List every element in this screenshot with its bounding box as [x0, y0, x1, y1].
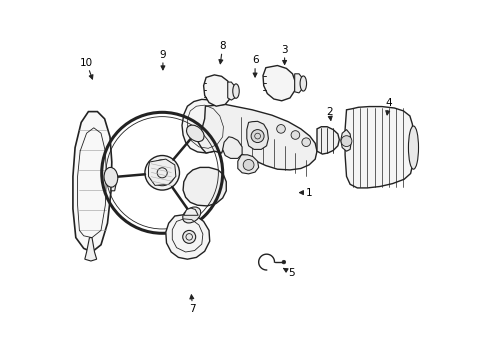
- Circle shape: [291, 131, 300, 139]
- Polygon shape: [198, 104, 317, 170]
- Circle shape: [282, 260, 286, 264]
- Circle shape: [277, 125, 285, 133]
- Circle shape: [341, 136, 352, 147]
- Circle shape: [145, 156, 179, 190]
- Polygon shape: [85, 238, 97, 261]
- Text: 3: 3: [281, 45, 288, 55]
- Ellipse shape: [183, 207, 201, 223]
- Polygon shape: [166, 214, 210, 259]
- Text: 8: 8: [220, 41, 226, 51]
- Circle shape: [243, 159, 254, 170]
- Polygon shape: [182, 99, 231, 153]
- Text: 4: 4: [386, 98, 392, 108]
- Polygon shape: [73, 112, 112, 252]
- Text: 10: 10: [80, 58, 93, 68]
- Ellipse shape: [233, 84, 239, 98]
- Ellipse shape: [409, 126, 418, 169]
- Text: 9: 9: [160, 50, 166, 60]
- Text: 6: 6: [252, 55, 258, 66]
- Polygon shape: [345, 107, 414, 188]
- Polygon shape: [222, 137, 242, 158]
- Ellipse shape: [104, 167, 118, 187]
- Ellipse shape: [187, 125, 204, 141]
- Polygon shape: [317, 127, 339, 154]
- Polygon shape: [238, 155, 259, 174]
- Polygon shape: [228, 82, 236, 100]
- Polygon shape: [204, 75, 231, 106]
- Polygon shape: [341, 130, 351, 151]
- Polygon shape: [111, 176, 116, 191]
- Circle shape: [183, 230, 196, 243]
- Polygon shape: [183, 167, 226, 206]
- Polygon shape: [184, 208, 198, 215]
- Text: 7: 7: [190, 304, 196, 314]
- Text: 5: 5: [288, 268, 294, 278]
- Polygon shape: [247, 121, 269, 149]
- Polygon shape: [263, 66, 295, 101]
- Polygon shape: [148, 159, 176, 185]
- Text: 2: 2: [326, 107, 333, 117]
- Text: 1: 1: [306, 188, 313, 198]
- Circle shape: [251, 130, 264, 143]
- Circle shape: [302, 138, 311, 147]
- Ellipse shape: [300, 76, 307, 91]
- Polygon shape: [294, 74, 303, 93]
